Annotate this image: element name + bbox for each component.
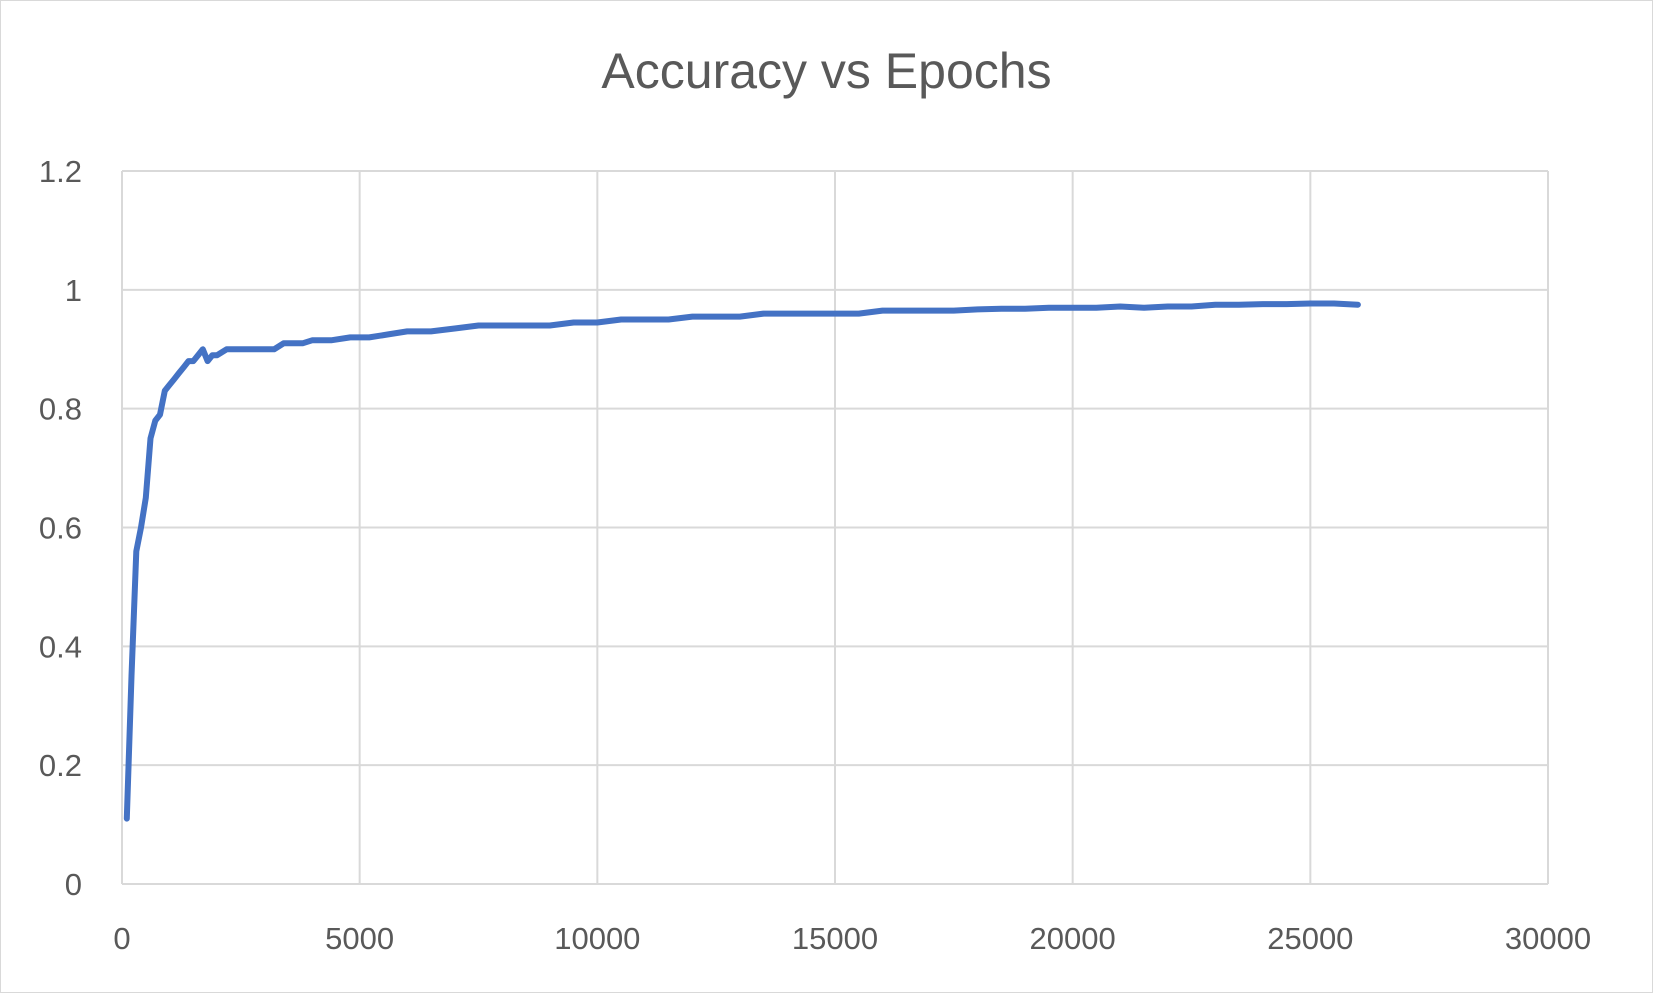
x-tick-label: 25000 xyxy=(1267,921,1353,956)
y-tick-label: 0.4 xyxy=(39,629,82,664)
x-tick-label: 20000 xyxy=(1030,921,1116,956)
x-tick-label: 5000 xyxy=(325,921,394,956)
y-tick-label: 1 xyxy=(65,273,82,308)
x-tick-label: 15000 xyxy=(792,921,878,956)
y-tick-label: 1.2 xyxy=(39,154,82,189)
x-tick-label: 30000 xyxy=(1505,921,1591,956)
y-tick-label: 0.6 xyxy=(39,511,82,546)
grid-layer xyxy=(121,170,1549,885)
y-tick-label: 0.2 xyxy=(39,748,82,783)
accuracy-series-line xyxy=(123,300,1361,822)
series-layer xyxy=(123,300,1361,822)
x-tick-label: 10000 xyxy=(554,921,640,956)
y-tick-label: 0 xyxy=(65,867,82,902)
tick-labels: 0 0.2 0.4 0.6 0.8 1 1.2 0 5000 10000 15000 20000 250… xyxy=(39,154,1591,956)
y-tick-label: 0.8 xyxy=(39,392,82,427)
x-tick-label: 0 xyxy=(113,921,130,956)
chart-title: Accuracy vs Epochs xyxy=(601,43,1052,99)
